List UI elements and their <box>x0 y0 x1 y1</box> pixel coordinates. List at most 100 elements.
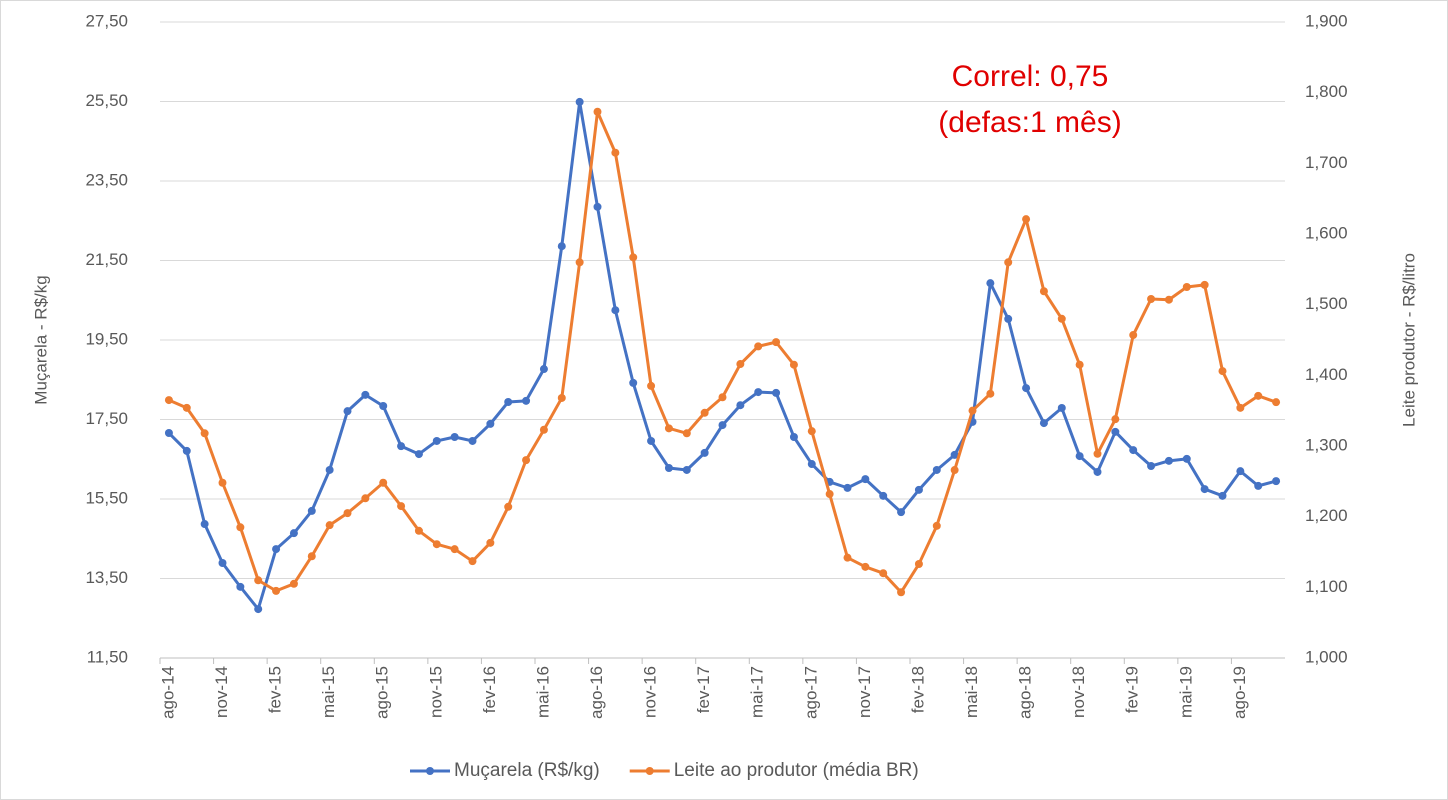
legend-marker <box>426 767 434 775</box>
data-point <box>325 465 334 474</box>
data-point <box>1004 258 1013 267</box>
data-point <box>361 390 370 399</box>
y2-tick-label: 1,200 <box>1305 506 1348 525</box>
x-tick-label: ago-14 <box>158 666 177 719</box>
data-point <box>1129 446 1138 455</box>
data-point <box>754 388 763 397</box>
x-tick-label: mai-18 <box>962 666 981 718</box>
data-point <box>914 560 923 569</box>
data-point <box>807 427 816 436</box>
data-point <box>1182 454 1191 463</box>
data-point <box>289 529 298 538</box>
data-point <box>611 148 620 157</box>
data-point <box>522 396 531 405</box>
data-point <box>1093 449 1102 458</box>
data-point <box>200 429 209 438</box>
data-point <box>1147 295 1156 304</box>
x-tick-label: nov-14 <box>212 666 231 718</box>
data-point <box>700 408 709 417</box>
data-point <box>950 466 959 475</box>
x-tick-label: mai-15 <box>319 666 338 718</box>
data-point <box>1147 462 1156 471</box>
data-point <box>1039 287 1048 296</box>
data-point <box>182 446 191 455</box>
data-point <box>700 448 709 457</box>
data-point <box>272 545 281 554</box>
y-tick-label: 21,50 <box>85 250 128 269</box>
data-point <box>1039 419 1048 428</box>
data-point <box>736 360 745 369</box>
data-point <box>611 306 620 315</box>
data-point <box>218 478 227 487</box>
data-point <box>789 432 798 441</box>
data-point <box>986 279 995 288</box>
y-tick-label: 25,50 <box>85 91 128 110</box>
data-point <box>325 521 334 530</box>
data-point <box>218 558 227 567</box>
data-point <box>647 436 656 445</box>
y2-tick-label: 1,700 <box>1305 153 1348 172</box>
y2-tick-label: 1,300 <box>1305 435 1348 454</box>
data-point <box>593 107 602 116</box>
data-point <box>1218 491 1227 500</box>
data-point <box>647 381 656 390</box>
data-point <box>504 502 513 511</box>
data-point <box>236 523 245 532</box>
data-point <box>1022 215 1031 224</box>
data-point <box>575 258 584 267</box>
data-point <box>897 508 906 517</box>
x-tick-label: fev-18 <box>908 666 927 713</box>
data-point <box>629 378 638 387</box>
data-point <box>754 342 763 351</box>
data-point <box>879 569 888 578</box>
x-tick-label: nov-16 <box>641 666 660 718</box>
data-point <box>593 202 602 211</box>
annotation: (defas:1 mês) <box>938 106 1121 139</box>
data-point <box>1164 456 1173 465</box>
data-point <box>504 398 513 407</box>
x-tick-label: ago-18 <box>1016 666 1035 719</box>
data-point <box>307 552 316 561</box>
data-point <box>182 403 191 412</box>
data-point <box>1075 452 1084 461</box>
y2-tick-label: 1,400 <box>1305 365 1348 384</box>
x-tick-label: mai-19 <box>1176 666 1195 718</box>
x-tick-label: nov-17 <box>855 666 874 718</box>
x-tick-label: mai-17 <box>748 666 767 718</box>
data-point <box>539 365 548 374</box>
data-point <box>772 338 781 347</box>
data-point <box>343 509 352 518</box>
data-point <box>1022 384 1031 393</box>
data-point <box>575 97 584 106</box>
data-point <box>379 401 388 410</box>
data-point <box>343 407 352 416</box>
data-point <box>164 429 173 438</box>
data-point <box>397 502 406 511</box>
data-point <box>432 436 441 445</box>
data-point <box>879 491 888 500</box>
y-tick-label: 17,50 <box>85 409 128 428</box>
data-point <box>486 419 495 428</box>
data-point <box>718 421 727 430</box>
data-point <box>254 605 263 614</box>
data-point <box>1129 331 1138 340</box>
data-point <box>1057 403 1066 412</box>
y2-tick-label: 1,800 <box>1305 82 1348 101</box>
data-point <box>968 406 977 415</box>
data-point <box>682 465 691 474</box>
data-point <box>664 463 673 472</box>
data-point <box>629 253 638 262</box>
y2-tick-label: 1,900 <box>1305 11 1348 30</box>
data-point <box>1075 360 1084 369</box>
y-tick-label: 23,50 <box>85 170 128 189</box>
data-point <box>468 436 477 445</box>
data-point <box>414 450 423 459</box>
y-tick-label: 19,50 <box>85 329 128 348</box>
data-point <box>664 424 673 433</box>
data-point <box>289 579 298 588</box>
data-point <box>986 389 995 398</box>
data-point <box>843 553 852 562</box>
data-point <box>1272 398 1281 407</box>
